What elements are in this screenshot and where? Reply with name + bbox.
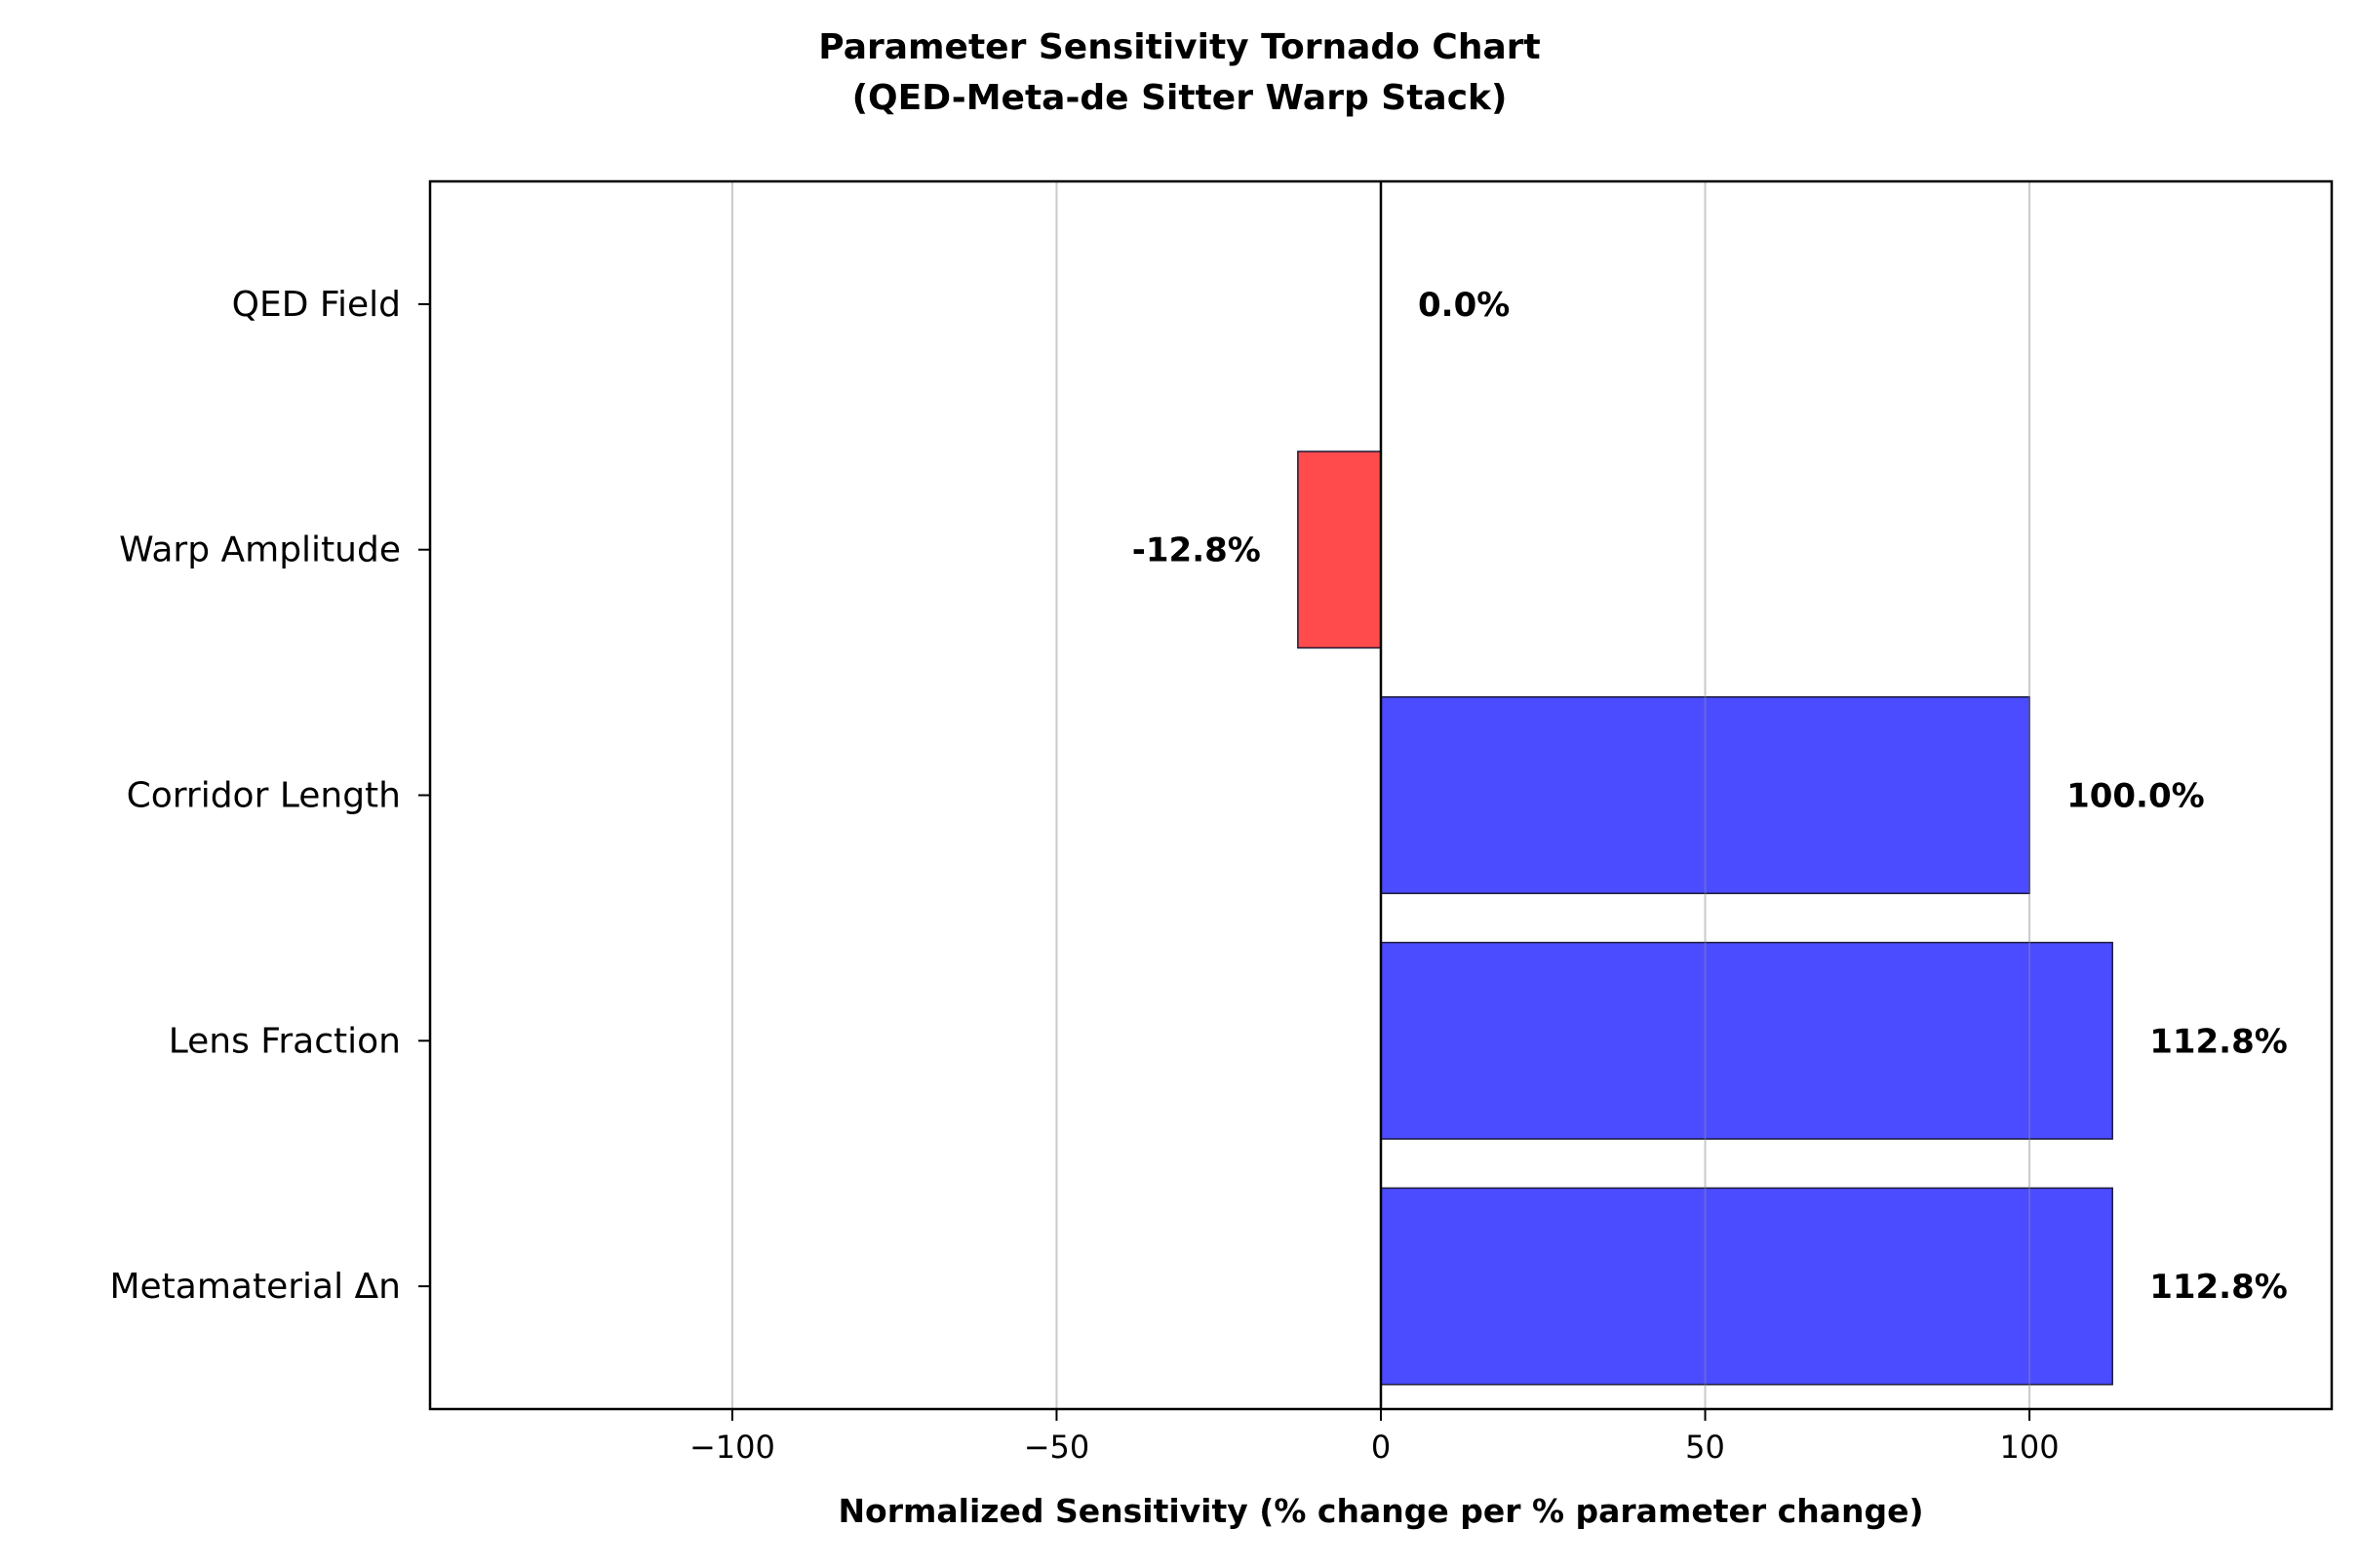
x-tick-label: −100 <box>689 1429 775 1466</box>
data-label: 0.0% <box>1418 286 1510 325</box>
x-tick-label: −50 <box>1024 1429 1090 1466</box>
y-tick-label: Lens Fraction <box>169 1021 401 1061</box>
x-tick-label: 0 <box>1371 1429 1391 1466</box>
bar-2 <box>1380 696 2030 894</box>
data-label: 112.8% <box>2149 1022 2288 1061</box>
x-tick-label: 100 <box>2000 1429 2060 1466</box>
data-label: -12.8% <box>1132 531 1261 570</box>
y-tick-label: Warp Amplitude <box>119 530 401 570</box>
bar-1 <box>1297 451 1382 649</box>
data-label: 100.0% <box>2066 777 2205 816</box>
bar-3 <box>1380 941 2113 1140</box>
bar-4 <box>1380 1187 2113 1386</box>
y-tick-label: Metamaterial Δn <box>109 1267 401 1307</box>
y-tick-label: Corridor Length <box>127 776 401 816</box>
x-tick-label: 50 <box>1685 1429 1725 1466</box>
y-tick-label: QED Field <box>232 285 401 325</box>
chart-title-line-1: Parameter Sensitivity Tornado Chart <box>818 27 1541 67</box>
data-label: 112.8% <box>2149 1268 2288 1307</box>
chart-title-line-2: (QED-Meta-de Sitter Warp Stack) <box>851 78 1508 118</box>
x-axis-label: Normalized Sensitivity (% change per % p… <box>838 1492 1924 1530</box>
